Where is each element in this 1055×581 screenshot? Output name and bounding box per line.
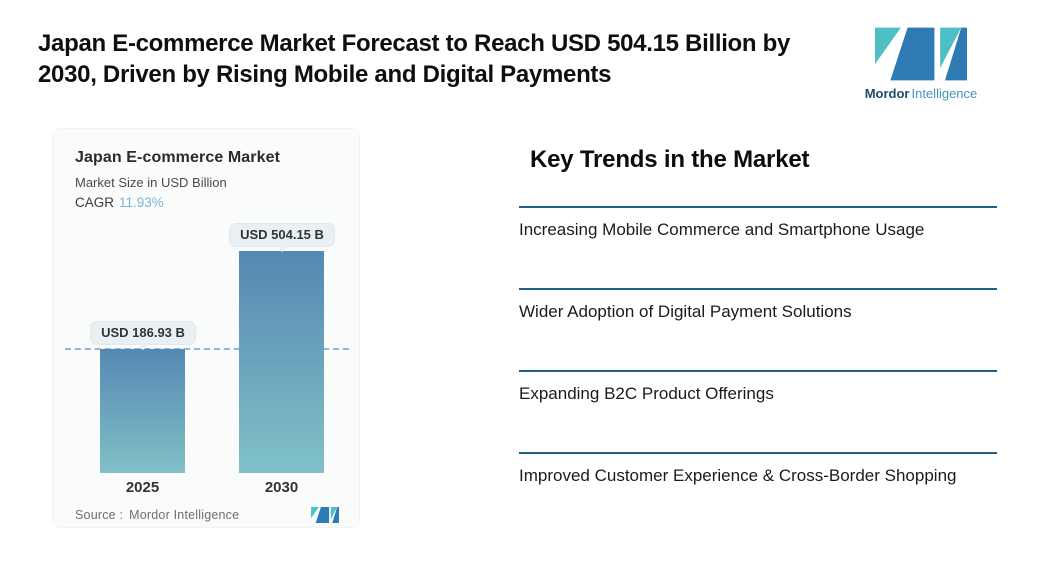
page-title: Japan E-commerce Market Forecast to Reac… (38, 28, 858, 90)
reference-dashed-line (65, 348, 349, 350)
chart-cagr: CAGR 11.93% (75, 195, 164, 210)
data-label-2030: USD 504.15 B (229, 223, 335, 252)
data-label-2025: USD 186.93 B (90, 321, 196, 350)
x-tick-2030: 2030 (264, 479, 299, 496)
chart-footer: Source : Mordor Intelligence (75, 507, 339, 523)
bar-2030 (239, 251, 324, 473)
page-title-line2: 2030, Driven by Rising Mobile and Digita… (38, 61, 612, 88)
key-trends-list: Increasing Mobile Commerce and Smartphon… (519, 206, 997, 512)
key-trends-heading: Key Trends in the Market (530, 146, 810, 173)
trend-item-label: Improved Customer Experience & Cross-Bor… (519, 466, 957, 485)
trend-item: Expanding B2C Product Offerings (519, 370, 997, 452)
data-label-pointer-icon (275, 246, 288, 252)
trend-item: Increasing Mobile Commerce and Smartphon… (519, 206, 997, 288)
trend-item: Improved Customer Experience & Cross-Bor… (519, 452, 997, 512)
data-label-2030-pill: USD 504.15 B (229, 223, 335, 247)
trend-item-label: Expanding B2C Product Offerings (519, 384, 774, 403)
cagr-label: CAGR (75, 195, 115, 210)
cagr-value: 11.93% (119, 195, 164, 210)
trend-item-label: Increasing Mobile Commerce and Smartphon… (519, 220, 925, 239)
brand-name-bold: Mordor (864, 86, 910, 101)
chart-source: Source : Mordor Intelligence (75, 508, 239, 522)
trend-item: Wider Adoption of Digital Payment Soluti… (519, 288, 997, 370)
bar-chart-plot: USD 186.93 B USD 504.15 B (53, 129, 361, 473)
page-title-line1: Japan E-commerce Market Forecast to Reac… (38, 30, 791, 57)
mordor-intelligence-logo: Mordor Intelligence (865, 26, 978, 101)
source-label: Source : (75, 508, 124, 522)
chart-subtitle: Market Size in USD Billion (75, 175, 227, 190)
trend-item-label: Wider Adoption of Digital Payment Soluti… (519, 302, 852, 321)
market-chart-card: Japan E-commerce Market Market Size in U… (52, 128, 360, 528)
mordor-logo-icon (875, 27, 967, 81)
brand-wordmark: Mordor Intelligence (865, 86, 978, 101)
data-label-pointer-icon (136, 344, 149, 350)
data-label-2025-pill: USD 186.93 B (90, 321, 196, 345)
mordor-logo-mini-icon (311, 507, 339, 523)
x-tick-2025: 2025 (125, 479, 160, 496)
source-value: Mordor Intelligence (129, 508, 240, 522)
brand-name-light: Intelligence (911, 86, 978, 101)
chart-title: Japan E-commerce Market (75, 149, 281, 166)
bar-2025 (100, 349, 185, 473)
